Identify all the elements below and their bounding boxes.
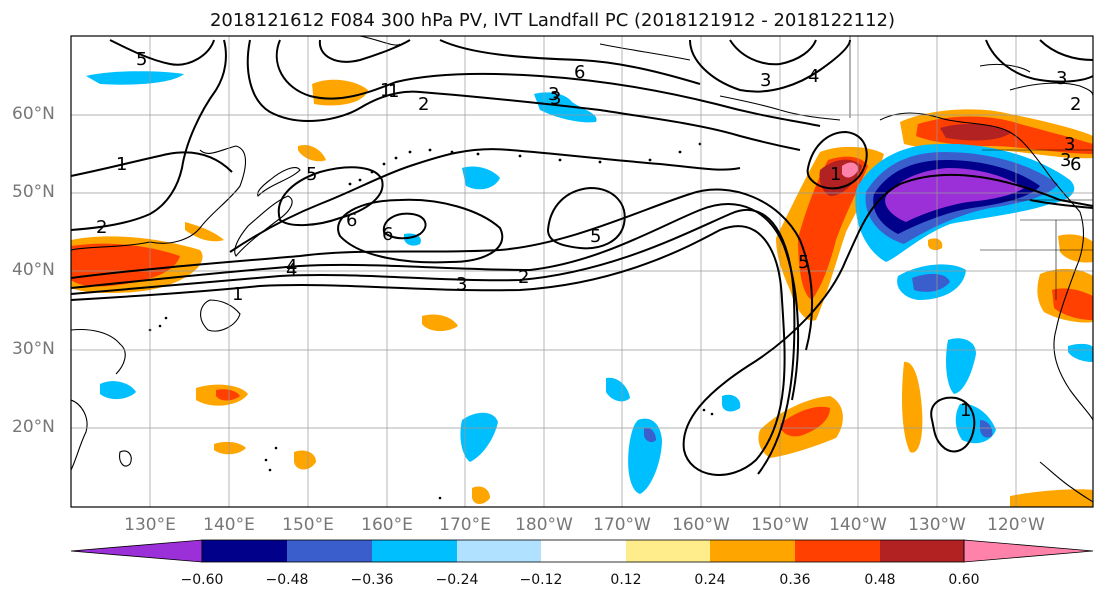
- colorbar-swatch: [626, 540, 710, 562]
- coastlines: [71, 36, 1093, 503]
- lon-label: 130°W: [908, 515, 966, 535]
- contour-label: 3: [1064, 134, 1075, 155]
- lon-label: 170°E: [439, 515, 491, 535]
- lon-label: 130°E: [124, 515, 176, 535]
- pv-contours: [71, 39, 1093, 476]
- colorbar-swatch: [795, 540, 880, 562]
- contour-labels: 1 2 3 4 5 6 5 3 6 2 4 3 6 1 2 1 5 3 2 5 …: [96, 49, 1081, 421]
- lat-label: 30°N: [12, 339, 55, 359]
- colorbar-swatch: [457, 540, 541, 562]
- contour-label: 1: [232, 284, 243, 305]
- contour-label: 1: [830, 164, 841, 185]
- contour-label: 6: [1070, 154, 1081, 175]
- contour-label: 4: [286, 260, 297, 281]
- contour-label: 1: [388, 81, 399, 102]
- contour-label: 6: [574, 62, 585, 83]
- colorbar-swatch: [541, 540, 626, 562]
- colorbar-tick-label: 0.36: [779, 572, 811, 588]
- colorbar-tick-label: 0.24: [694, 572, 726, 588]
- contour-label: 1: [960, 400, 971, 421]
- lon-label: 170°W: [593, 515, 651, 535]
- lon-label: 160°E: [361, 515, 413, 535]
- colorbar-extend-high: [963, 539, 1094, 563]
- lat-label: 50°N: [12, 182, 55, 202]
- contour-label: 5: [306, 164, 317, 185]
- contour-label: 2: [96, 217, 107, 238]
- lat-label: 20°N: [12, 417, 55, 437]
- colorbar-tick-label: 0.48: [864, 572, 896, 588]
- lon-label: 120°W: [987, 515, 1045, 535]
- colorbar-tick-label: 0.60: [948, 572, 980, 588]
- contour-label: 5: [590, 226, 601, 247]
- colorbar-swatch: [372, 540, 457, 562]
- colorbar-swatch: [202, 540, 287, 562]
- contour-label: 3: [550, 88, 561, 109]
- lon-label: 180°W: [515, 515, 573, 535]
- map-title: 2018121612 F084 300 hPa PV, IVT Landfall…: [209, 10, 896, 31]
- contour-label: 5: [136, 49, 147, 70]
- colorbar-swatch: [287, 540, 372, 562]
- contour-label: 3: [760, 70, 771, 91]
- lon-label: 150°E: [282, 515, 334, 535]
- lon-label: 150°W: [751, 515, 809, 535]
- contour-label: 3: [548, 84, 559, 105]
- lon-label: 160°W: [672, 515, 730, 535]
- contour-label: 6: [382, 224, 393, 245]
- contour-label: 2: [1070, 94, 1081, 115]
- contour-label: 2: [418, 94, 429, 115]
- contour-label: 4: [286, 256, 297, 277]
- colorbar-tick-label: −0.60: [180, 572, 224, 588]
- colorbar-swatch: [880, 540, 964, 562]
- lat-label: 40°N: [12, 260, 55, 280]
- contour-label: 4: [808, 66, 819, 87]
- colorbar-tick-label: 0.12: [610, 572, 642, 588]
- colorbar-extend-low: [70, 539, 203, 563]
- islands: [148, 142, 714, 500]
- contour-label: 3: [1056, 68, 1067, 89]
- contour-label: 1: [380, 80, 391, 101]
- lon-label: 140°W: [829, 515, 887, 535]
- colorbar: [70, 539, 1094, 563]
- pc-positive-shading: [71, 79, 1093, 507]
- lat-label: 60°N: [12, 104, 55, 124]
- colorbar-tick-label: −0.36: [350, 572, 394, 588]
- contour-label: 2: [518, 267, 529, 288]
- contour-label: 3: [1060, 150, 1071, 171]
- map-frame: [70, 35, 1094, 508]
- contour-label: 6: [346, 210, 357, 231]
- colorbar-tick-label: −0.48: [265, 572, 309, 588]
- contour-label: 3: [456, 274, 467, 295]
- colorbar-tick-label: −0.12: [519, 572, 563, 588]
- colorbar-tick-label: −0.24: [435, 572, 479, 588]
- lon-label: 140°E: [203, 515, 255, 535]
- contour-label: 1: [116, 154, 127, 175]
- colorbar-swatch: [710, 540, 795, 562]
- border-lines: [849, 36, 1093, 300]
- contour-label: 5: [798, 252, 809, 273]
